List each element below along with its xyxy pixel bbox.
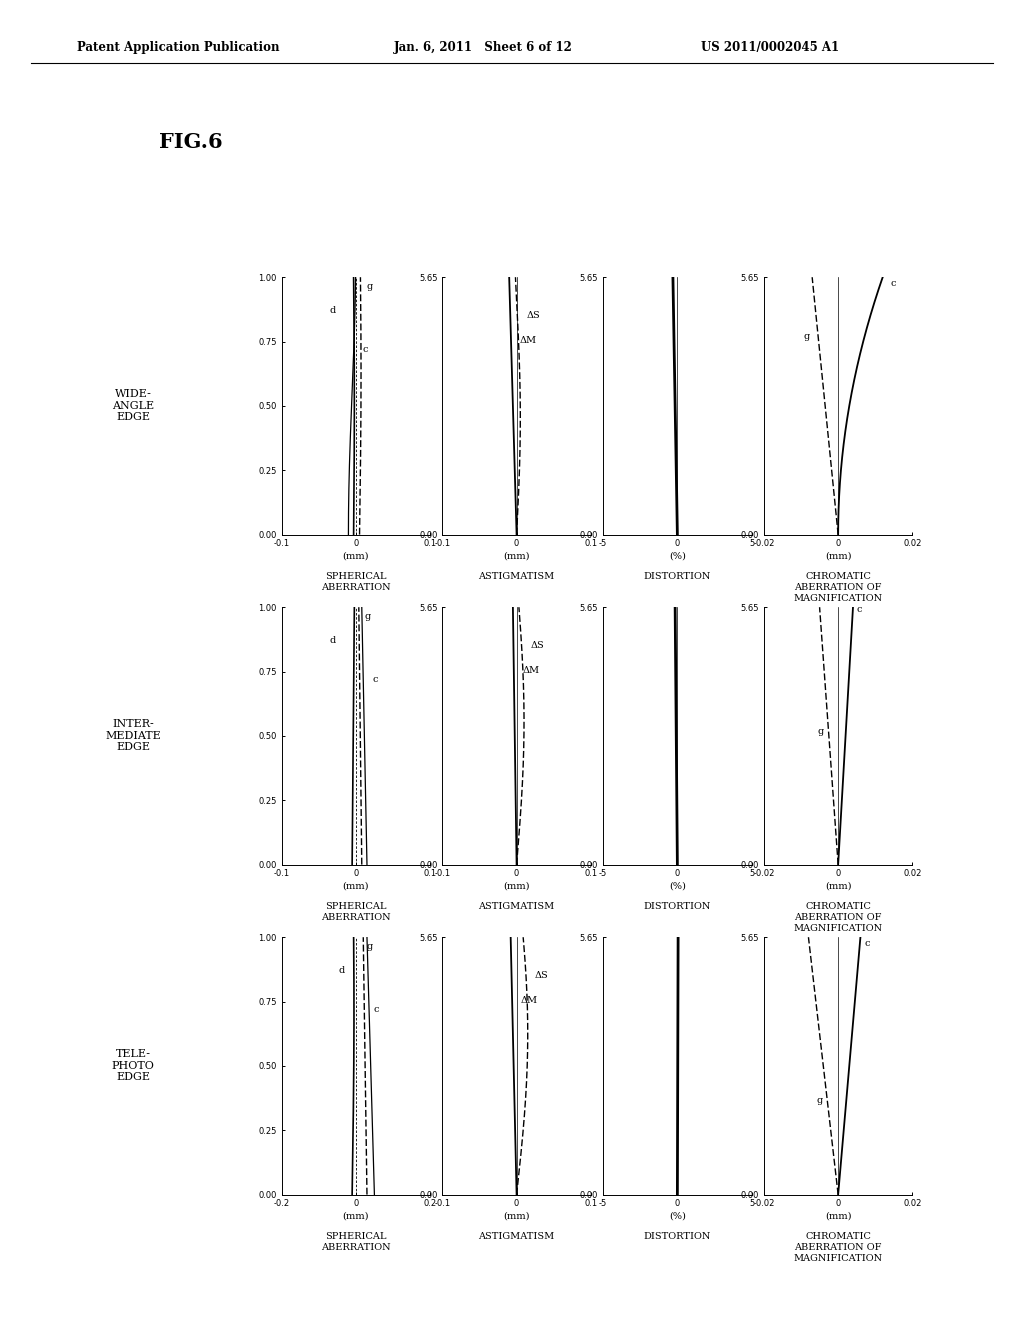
Text: ΔM: ΔM — [522, 667, 540, 676]
Text: FIG.6: FIG.6 — [159, 132, 222, 152]
Text: Jan. 6, 2011   Sheet 6 of 12: Jan. 6, 2011 Sheet 6 of 12 — [394, 41, 573, 54]
Text: US 2011/0002045 A1: US 2011/0002045 A1 — [701, 41, 840, 54]
Text: g: g — [365, 612, 371, 622]
Text: (mm): (mm) — [343, 1212, 369, 1221]
Text: Patent Application Publication: Patent Application Publication — [77, 41, 280, 54]
Text: ΔM: ΔM — [520, 337, 537, 346]
Text: g: g — [804, 333, 810, 342]
Text: ΔS: ΔS — [526, 310, 540, 319]
Text: WIDE-
ANGLE
EDGE: WIDE- ANGLE EDGE — [112, 389, 155, 422]
Text: (mm): (mm) — [825, 882, 851, 891]
Text: DISTORTION: DISTORTION — [644, 572, 711, 581]
Text: ΔM: ΔM — [521, 997, 539, 1006]
Text: (mm): (mm) — [504, 552, 529, 561]
Text: (%): (%) — [669, 882, 686, 891]
Text: c: c — [374, 1005, 379, 1014]
Text: (mm): (mm) — [343, 552, 369, 561]
Text: (mm): (mm) — [825, 552, 851, 561]
Text: g: g — [367, 942, 373, 952]
Text: d: d — [329, 306, 335, 315]
Text: ΔS: ΔS — [530, 640, 544, 649]
Text: SPHERICAL
ABERRATION: SPHERICAL ABERRATION — [322, 572, 390, 591]
Text: (mm): (mm) — [343, 882, 369, 891]
Text: SPHERICAL
ABERRATION: SPHERICAL ABERRATION — [322, 902, 390, 921]
Text: ASTIGMATISM: ASTIGMATISM — [478, 902, 555, 911]
Text: (%): (%) — [669, 552, 686, 561]
Text: c: c — [890, 280, 896, 288]
Text: CHROMATIC
ABERRATION OF
MAGNIFICATION: CHROMATIC ABERRATION OF MAGNIFICATION — [794, 902, 883, 933]
Text: g: g — [818, 727, 824, 737]
Text: c: c — [372, 675, 378, 684]
Text: ASTIGMATISM: ASTIGMATISM — [478, 1232, 555, 1241]
Text: INTER-
MEDIATE
EDGE: INTER- MEDIATE EDGE — [105, 719, 161, 752]
Text: (mm): (mm) — [504, 882, 529, 891]
Text: DISTORTION: DISTORTION — [644, 1232, 711, 1241]
Text: g: g — [367, 282, 373, 292]
Text: (mm): (mm) — [504, 1212, 529, 1221]
Text: TELE-
PHOTO
EDGE: TELE- PHOTO EDGE — [112, 1049, 155, 1082]
Text: CHROMATIC
ABERRATION OF
MAGNIFICATION: CHROMATIC ABERRATION OF MAGNIFICATION — [794, 572, 883, 603]
Text: g: g — [816, 1096, 822, 1105]
Text: DISTORTION: DISTORTION — [644, 902, 711, 911]
Text: CHROMATIC
ABERRATION OF
MAGNIFICATION: CHROMATIC ABERRATION OF MAGNIFICATION — [794, 1232, 883, 1263]
Text: ΔS: ΔS — [535, 970, 549, 979]
Text: ASTIGMATISM: ASTIGMATISM — [478, 572, 555, 581]
Text: d: d — [330, 636, 336, 645]
Text: c: c — [362, 345, 369, 354]
Text: (%): (%) — [669, 1212, 686, 1221]
Text: c: c — [857, 605, 862, 614]
Text: SPHERICAL
ABERRATION: SPHERICAL ABERRATION — [322, 1232, 390, 1251]
Text: c: c — [864, 940, 869, 948]
Text: d: d — [338, 966, 345, 975]
Text: (mm): (mm) — [825, 1212, 851, 1221]
